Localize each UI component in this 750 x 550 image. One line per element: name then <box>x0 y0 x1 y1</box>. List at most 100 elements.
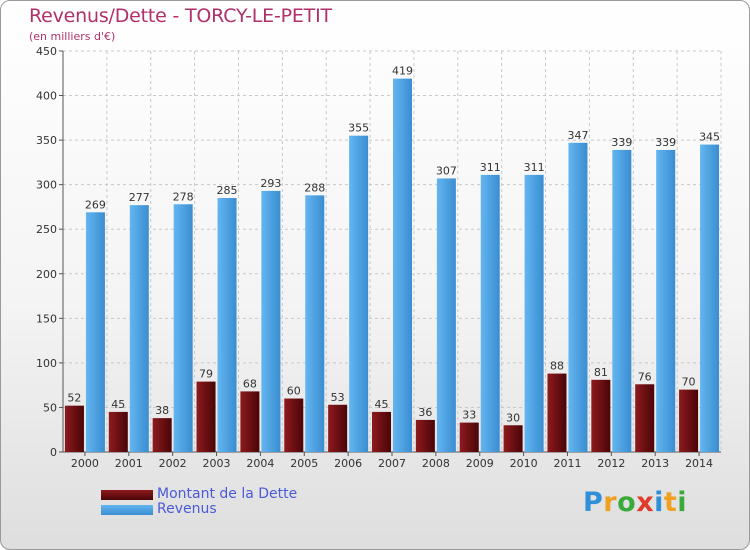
legend-item-debt: Montant de la Dette <box>101 486 361 502</box>
bars <box>64 78 720 453</box>
y-tick-label: 350 <box>36 134 57 147</box>
data-label-debt: 60 <box>287 385 301 398</box>
data-label-debt: 45 <box>111 398 125 411</box>
bar-revenue <box>261 190 281 452</box>
data-label-revenue: 339 <box>655 136 676 149</box>
logo-letter: i <box>677 487 688 518</box>
data-label-debt: 70 <box>682 376 696 389</box>
x-tick-label: 2007 <box>378 457 406 470</box>
logo-letter: t <box>663 487 678 518</box>
x-tick-label: 2000 <box>71 457 99 470</box>
proxiti-logo: Proxiti <box>583 487 687 518</box>
data-label-debt: 52 <box>67 392 81 405</box>
bar-debt <box>108 411 128 452</box>
data-label-debt: 33 <box>462 409 476 422</box>
x-tick-label: 2003 <box>203 457 231 470</box>
bar-debt <box>635 384 655 452</box>
x-tick-label: 2004 <box>246 457 274 470</box>
bar-debt <box>459 422 479 452</box>
bar-revenue <box>217 198 237 452</box>
bar-debt <box>64 405 84 452</box>
bar-debt <box>679 389 699 452</box>
chart-subtitle: (en milliers d'€) <box>29 30 116 43</box>
data-label-debt: 88 <box>550 360 564 373</box>
bar-debt <box>591 379 611 452</box>
data-label-revenue: 285 <box>217 184 238 197</box>
data-label-debt: 30 <box>506 411 520 424</box>
logo-letter: P <box>583 487 604 518</box>
bar-debt <box>328 404 348 452</box>
bar-debt <box>547 373 567 452</box>
data-label-revenue: 419 <box>392 65 413 78</box>
y-tick-label: 200 <box>36 268 57 281</box>
x-tick-label: 2011 <box>553 457 581 470</box>
axes: 0 50 100 150 200 250 300 350 400 450 2000 2001 2002 2… <box>36 45 721 470</box>
data-labels: 52 269 45 277 38 278 79 285 68 293 60 288 53 355 45 419… <box>67 65 720 425</box>
logo-letter: r <box>603 487 618 518</box>
bar-revenue <box>568 142 588 453</box>
bar-debt <box>240 391 260 452</box>
bar-debt <box>372 411 391 452</box>
y-tick-label: 250 <box>36 223 57 236</box>
bar-revenue <box>349 135 369 452</box>
legend-label-revenue: Revenus <box>157 501 217 517</box>
data-label-debt: 68 <box>243 377 257 390</box>
x-tick-label: 2006 <box>334 457 362 470</box>
data-label-debt: 36 <box>418 406 432 419</box>
data-label-revenue: 347 <box>567 129 588 142</box>
x-tick-label: 2013 <box>641 457 669 470</box>
legend-item-revenue: Revenus <box>101 501 361 517</box>
bar-debt <box>415 419 435 452</box>
data-label-revenue: 277 <box>129 191 150 204</box>
bar-revenue <box>85 212 105 452</box>
legend-swatch-revenue <box>101 505 153 515</box>
y-tick-label: 450 <box>36 45 57 58</box>
bar-revenue <box>393 78 412 452</box>
data-label-debt: 76 <box>638 370 652 383</box>
bar-revenue <box>656 149 676 452</box>
bar-revenue <box>129 205 149 452</box>
bar-debt <box>196 381 216 452</box>
x-tick-label: 2005 <box>290 457 318 470</box>
data-label-revenue: 339 <box>611 136 632 149</box>
data-label-debt: 53 <box>331 391 345 404</box>
y-tick-label: 400 <box>36 90 57 103</box>
data-label-revenue: 311 <box>480 161 501 174</box>
data-label-debt: 38 <box>155 404 169 417</box>
y-tick-label: 150 <box>36 312 57 325</box>
legend: Montant de la Dette Revenus <box>101 486 361 517</box>
legend-label-debt: Montant de la Dette <box>157 486 298 502</box>
data-label-revenue: 345 <box>699 131 720 144</box>
x-tick-label: 2009 <box>466 457 494 470</box>
logo-letter: x <box>636 487 655 518</box>
data-label-revenue: 307 <box>436 164 457 177</box>
bar-debt <box>503 425 523 452</box>
logo-letter: o <box>617 487 637 518</box>
data-label-revenue: 293 <box>260 177 281 190</box>
legend-swatch-debt <box>101 490 153 500</box>
chart-title: Revenus/Dette - TORCY-LE-PETIT <box>29 5 332 27</box>
bar-revenue <box>700 144 720 453</box>
data-label-revenue: 355 <box>348 122 369 135</box>
x-tick-label: 2010 <box>510 457 538 470</box>
data-label-debt: 45 <box>375 398 389 411</box>
bar-revenue <box>612 149 632 452</box>
bar-revenue <box>480 174 500 452</box>
x-tick-label: 2001 <box>115 457 143 470</box>
bar-revenue <box>173 204 193 452</box>
bar-revenue <box>436 178 456 452</box>
x-tick-label: 2002 <box>159 457 187 470</box>
bar-revenue <box>524 174 544 452</box>
data-label-revenue: 311 <box>524 161 545 174</box>
data-label-debt: 81 <box>594 366 608 379</box>
bar-debt <box>284 398 304 452</box>
x-tick-label: 2008 <box>422 457 450 470</box>
bar-revenue <box>305 195 325 453</box>
data-label-revenue: 288 <box>304 181 325 194</box>
bar-debt <box>152 418 172 452</box>
y-tick-label: 0 <box>50 446 57 459</box>
x-tick-label: 2012 <box>597 457 625 470</box>
data-label-revenue: 269 <box>85 198 106 211</box>
